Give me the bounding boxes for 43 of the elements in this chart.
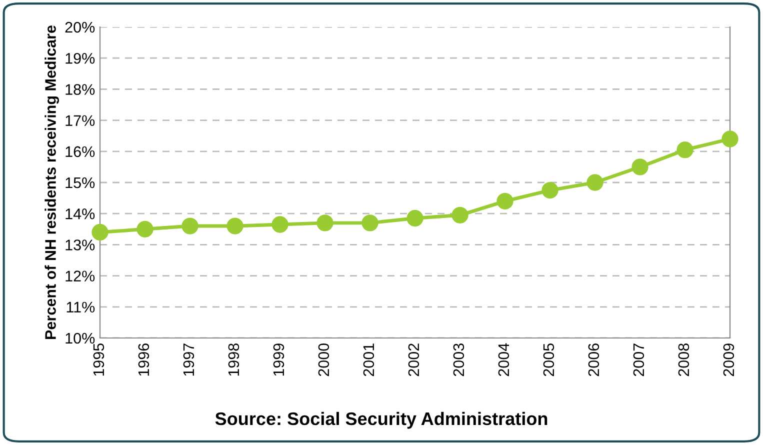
y-tick-label: 14% [66,208,95,220]
x-tick-label: 2001 [363,344,374,376]
x-tick-label: 1996 [138,344,150,376]
point [406,210,424,227]
y-tick-label: 11% [66,302,95,313]
point [92,224,108,241]
x-tick-label: 1995 [93,344,104,376]
y-tick-label: 19% [66,52,95,64]
x-tick-label: 2009 [723,344,734,376]
y-tick-label: 12% [66,270,95,282]
point [362,214,378,232]
x-tick-label: 2005 [543,344,554,376]
x-tick-label: 2003 [453,344,464,376]
x-tick-label: 1997 [183,344,194,376]
x-tick-label: 1999 [273,344,284,376]
x-tick-label: 2008 [678,344,690,376]
y-tick-label: 18% [66,84,95,95]
point [182,218,198,234]
point [226,218,244,234]
point [452,206,468,224]
point [496,192,514,210]
point [316,214,334,232]
point [272,216,288,233]
y-axis-title: Percent of NH residents receiving Medicare [44,26,60,339]
y-tick-label: 16% [66,146,95,158]
source-note: Source: Social Security Administration [215,412,548,429]
y-tick-label: 20% [65,22,95,33]
point [676,142,694,158]
point [722,130,738,148]
point [542,182,558,199]
y-tick-label: 13% [66,240,95,250]
x-tick-label: 2002 [408,344,420,376]
point [136,220,154,238]
x-tick-label: 2000 [318,343,330,376]
y-tick-label: 17% [66,115,95,126]
y-tick-label: 10% [66,332,95,344]
x-tick-label: 2007 [633,344,644,376]
point [586,174,604,191]
x-tick-label: 2004 [498,343,510,376]
x-tick-label: 1998 [228,344,240,376]
point [632,158,648,176]
y-tick-label: 15% [66,177,95,188]
x-tick-label: 2006 [588,344,600,376]
